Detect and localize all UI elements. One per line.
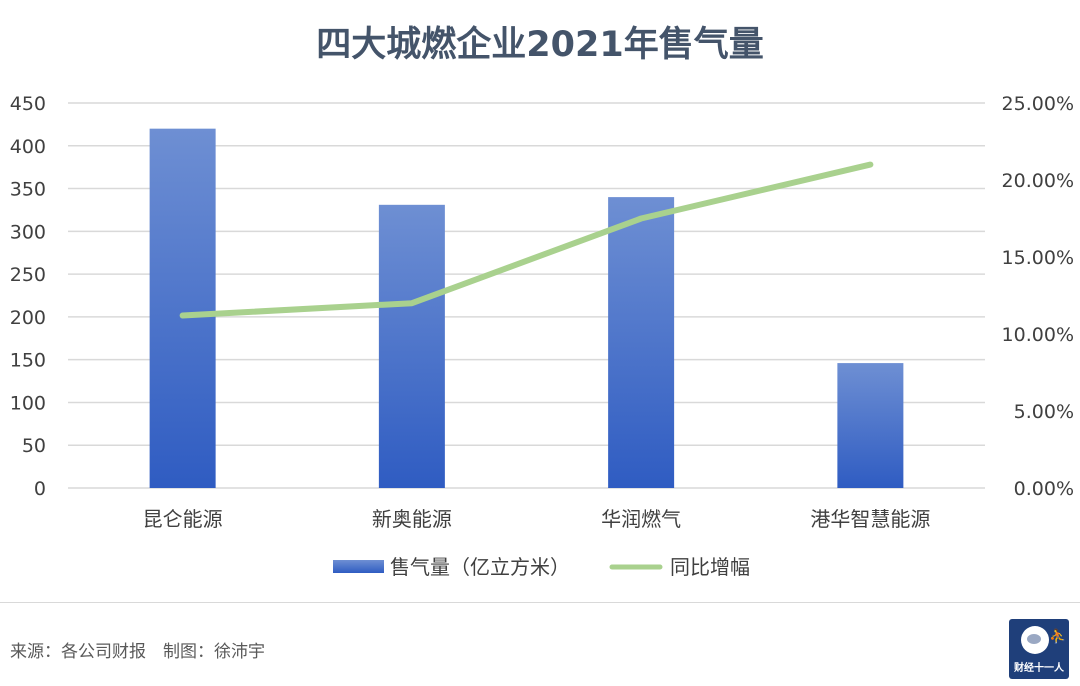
left-tick-label: 150 bbox=[10, 350, 46, 372]
right-tick-label: 25.00% bbox=[1002, 93, 1074, 115]
bar-series bbox=[149, 128, 904, 489]
right-tick-label: 10.00% bbox=[1002, 324, 1074, 346]
chart-title: 四大城燃企业2021年售气量 bbox=[316, 24, 763, 65]
category-label: 新奥能源 bbox=[372, 507, 452, 531]
legend: 售气量（亿立方米） 同比增幅 bbox=[333, 555, 750, 579]
footer: 来源：各公司财报 制图：徐沛宇 ⛹ 财经十一人 bbox=[0, 602, 1080, 686]
right-axis-ticks: 0.00% 5.00% 10.00% 15.00% 20.00% 25.00% bbox=[1002, 93, 1074, 500]
gridlines bbox=[68, 102, 985, 489]
left-tick-label: 200 bbox=[10, 307, 46, 329]
bar bbox=[837, 363, 904, 488]
left-tick-label: 400 bbox=[10, 136, 46, 158]
right-tick-label: 0.00% bbox=[1014, 478, 1074, 500]
source-note: 来源：各公司财报 制图：徐沛宇 bbox=[10, 642, 265, 662]
left-tick-label: 0 bbox=[34, 478, 46, 500]
category-label: 港华智慧能源 bbox=[810, 507, 930, 531]
bar bbox=[378, 204, 445, 489]
legend-bar-label: 售气量（亿立方米） bbox=[390, 555, 570, 579]
left-tick-label: 300 bbox=[10, 221, 46, 243]
legend-line-label: 同比增幅 bbox=[670, 555, 750, 579]
left-tick-label: 450 bbox=[10, 93, 46, 115]
bar bbox=[608, 197, 675, 488]
right-tick-label: 20.00% bbox=[1002, 170, 1074, 192]
bar bbox=[149, 128, 216, 488]
left-tick-label: 350 bbox=[10, 179, 46, 201]
left-axis-ticks: 0 50 100 150 200 250 300 350 400 450 bbox=[10, 93, 46, 500]
runner-icon: ⛹ bbox=[1049, 629, 1067, 645]
right-tick-label: 5.00% bbox=[1014, 401, 1074, 423]
logo-text: 财经十一人 bbox=[1014, 663, 1064, 674]
growth-line bbox=[179, 161, 874, 319]
publisher-logo: ⛹ 财经十一人 bbox=[1009, 619, 1069, 679]
line-series bbox=[179, 161, 874, 319]
left-tick-label: 100 bbox=[10, 392, 46, 414]
globe-runner-icon bbox=[1021, 626, 1049, 654]
category-label: 华润燃气 bbox=[601, 507, 681, 531]
chart: 四大城燃企业2021年售气量 0 50 100 150 200 250 300 350 400 4… bbox=[10, 24, 1074, 579]
left-tick-label: 250 bbox=[10, 264, 46, 286]
right-tick-label: 15.00% bbox=[1002, 247, 1074, 269]
category-label: 昆仑能源 bbox=[143, 507, 223, 531]
legend-bar-swatch bbox=[333, 560, 384, 573]
category-labels: 昆仑能源 新奥能源 华润燃气 港华智慧能源 bbox=[143, 507, 931, 531]
left-tick-label: 50 bbox=[22, 435, 46, 457]
